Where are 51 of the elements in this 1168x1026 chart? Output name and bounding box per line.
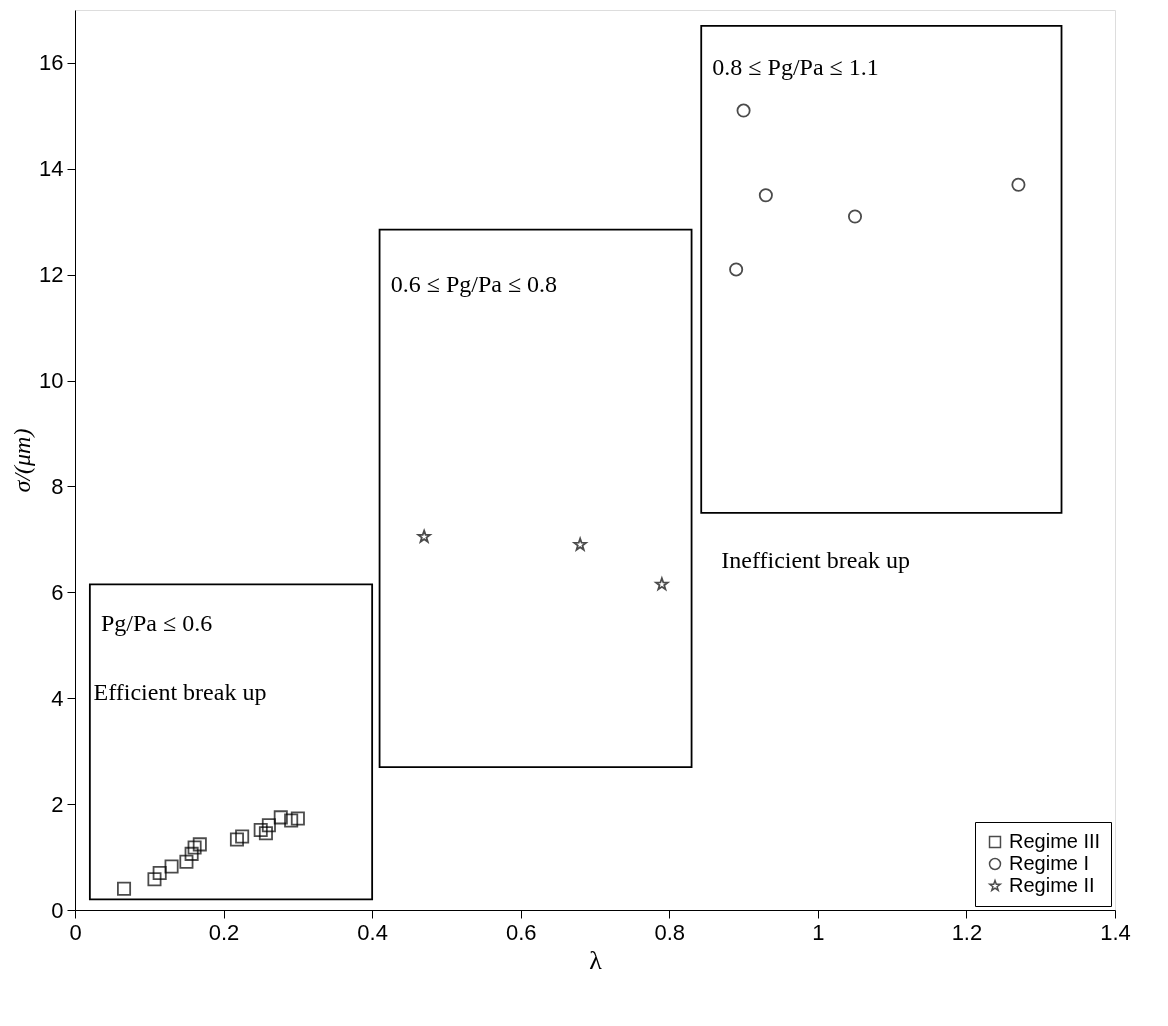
- annotation: 0.8 ≤ Pg/Pa ≤ 1.1: [712, 54, 879, 81]
- point: [573, 537, 587, 551]
- point: [184, 846, 199, 861]
- y-tick-label: 0: [51, 897, 64, 923]
- point: [253, 823, 268, 838]
- x-axis-title: λ: [589, 945, 603, 975]
- annotation: Inefficient break up: [721, 546, 911, 573]
- point: [290, 811, 305, 826]
- x-tick-label: 0.2: [208, 919, 240, 945]
- y-tick-label: 2: [51, 791, 64, 817]
- annotation: Efficient break up: [93, 678, 267, 705]
- point: [192, 837, 207, 852]
- point: [1011, 177, 1026, 192]
- point: [736, 103, 751, 118]
- annotation: 0.6 ≤ Pg/Pa ≤ 0.8: [390, 271, 558, 298]
- point: [729, 262, 744, 277]
- y-tick-label: 10: [39, 368, 64, 394]
- x-tick-label: 1: [812, 919, 825, 945]
- y-tick-label: 6: [51, 579, 64, 605]
- legend-label: Regime II: [1009, 874, 1095, 896]
- point: [117, 881, 132, 896]
- point: [164, 859, 179, 874]
- point: [229, 832, 244, 847]
- x-tick-label: 0: [69, 919, 82, 945]
- point: [235, 829, 250, 844]
- point: [152, 865, 167, 880]
- y-tick-label: 14: [39, 156, 64, 182]
- legend-label: Regime III: [1009, 830, 1101, 852]
- x-tick-label: 1.2: [951, 919, 983, 945]
- legend-label: Regime I: [1009, 852, 1090, 874]
- point: [147, 872, 162, 887]
- point: [273, 810, 288, 825]
- point: [261, 818, 276, 833]
- y-tick-label: 8: [51, 473, 64, 499]
- point: [417, 529, 431, 543]
- y-tick-label: 12: [39, 262, 64, 288]
- point: [258, 826, 273, 841]
- point: [655, 577, 669, 591]
- annotation: Pg/Pa ≤ 0.6: [101, 610, 213, 637]
- x-tick-label: 0.8: [654, 919, 686, 945]
- x-tick-label: 0.6: [505, 919, 537, 945]
- x-tick-label: 1.4: [1100, 919, 1131, 945]
- x-tick-label: 0.4: [357, 919, 388, 945]
- point: [847, 209, 863, 224]
- y-tick-label: 4: [51, 685, 64, 711]
- point: [758, 188, 773, 203]
- point: [187, 840, 202, 855]
- y-axis-title: σ/(μm): [9, 428, 36, 493]
- point: [179, 854, 194, 869]
- point: [284, 813, 299, 828]
- y-tick-label: 16: [39, 50, 64, 76]
